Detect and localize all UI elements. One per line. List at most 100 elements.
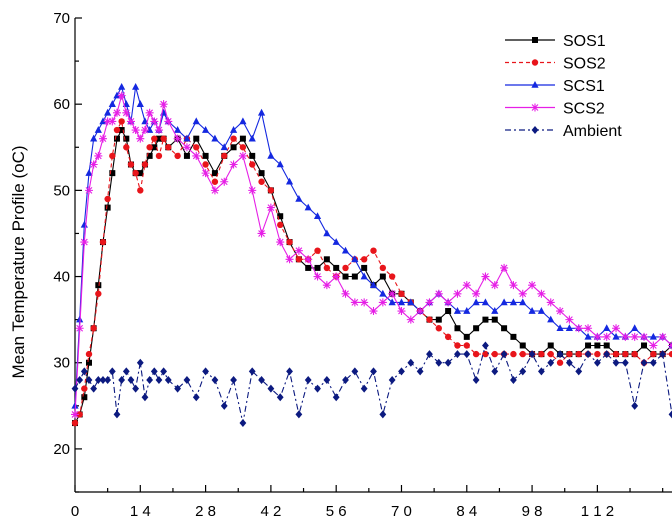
data-point: [94, 126, 102, 133]
data-point: [454, 342, 461, 349]
data-point: [295, 410, 303, 419]
data-point: [117, 91, 126, 100]
x-tick-label: 7 0: [391, 503, 412, 520]
data-point: [416, 307, 425, 316]
data-point: [211, 178, 219, 185]
data-point: [407, 358, 415, 367]
data-point: [519, 298, 527, 306]
data-point: [164, 117, 173, 126]
data-point: [435, 358, 443, 367]
data-point: [323, 256, 330, 263]
data-point: [201, 169, 210, 178]
data-point: [594, 350, 601, 358]
data-point: [556, 307, 565, 316]
data-point: [267, 384, 275, 393]
data-point: [90, 384, 98, 393]
data-point: [575, 350, 582, 358]
data-point: [71, 384, 79, 393]
data-point: [397, 298, 406, 306]
data-point: [565, 358, 573, 367]
data-point: [127, 161, 135, 168]
data-point: [81, 394, 88, 401]
data-point: [248, 186, 257, 195]
series-line-sos1: [74, 128, 672, 424]
data-point: [481, 272, 490, 281]
data-point: [388, 375, 396, 384]
y-tick-label: 40: [53, 269, 70, 286]
data-point: [95, 282, 102, 289]
data-point: [565, 315, 574, 324]
data-point: [80, 238, 89, 247]
data-point: [547, 315, 555, 323]
data-point: [547, 342, 554, 349]
data-point: [435, 325, 442, 332]
data-point: [220, 177, 229, 186]
data-point: [146, 375, 154, 384]
data-point: [398, 367, 405, 376]
data-point: [90, 134, 98, 142]
data-point: [370, 247, 377, 254]
data-point: [640, 358, 648, 367]
data-point: [76, 411, 83, 418]
data-point: [136, 358, 144, 367]
data-point: [71, 410, 79, 419]
data-point: [80, 220, 88, 228]
data-point: [108, 117, 117, 126]
data-point: [229, 160, 238, 169]
data-point: [154, 126, 163, 135]
data-point: [640, 332, 649, 341]
data-point: [379, 289, 387, 297]
data-point: [113, 135, 120, 142]
data-point: [519, 342, 526, 349]
data-point: [333, 264, 340, 271]
y-axis-label: Mean Temperature Profile (oC): [9, 145, 28, 378]
data-point: [407, 298, 415, 306]
x-tick-label: 2 8: [195, 503, 216, 520]
data-point: [159, 100, 168, 109]
data-point: [146, 144, 153, 151]
series-line-scs2: [74, 93, 672, 415]
data-point: [277, 213, 284, 220]
data-point: [332, 393, 340, 402]
data-point: [426, 350, 433, 359]
data-point: [538, 367, 545, 376]
data-point: [668, 410, 672, 419]
data-point: [249, 152, 256, 159]
data-point: [314, 264, 321, 271]
data-point: [500, 298, 508, 306]
data-point: [566, 350, 573, 358]
data-point: [351, 273, 358, 280]
data-point: [361, 264, 368, 271]
data-point: [603, 350, 611, 359]
data-point: [248, 367, 256, 376]
data-point: [104, 204, 111, 211]
data-point: [519, 367, 527, 376]
data-point: [547, 358, 555, 367]
data-point: [649, 332, 657, 340]
data-point: [173, 134, 182, 143]
data-point: [406, 315, 415, 324]
data-point: [641, 342, 648, 349]
data-point: [151, 135, 158, 142]
data-point: [510, 350, 517, 358]
data-point: [285, 177, 294, 185]
data-point: [221, 152, 228, 160]
data-point: [621, 358, 629, 367]
data-point: [305, 264, 312, 271]
data-point: [603, 324, 611, 332]
data-point: [379, 264, 387, 272]
data-point: [556, 324, 564, 332]
data-point: [388, 289, 397, 298]
data-point: [295, 194, 303, 202]
data-point: [131, 126, 140, 135]
data-point: [379, 410, 387, 419]
data-point: [528, 307, 536, 314]
data-point: [109, 152, 116, 160]
data-point: [258, 170, 265, 177]
data-point: [472, 298, 480, 306]
data-point: [132, 169, 139, 177]
data-point: [113, 91, 121, 99]
data-point: [155, 152, 163, 160]
data-point: [122, 367, 130, 376]
data-point: [211, 170, 218, 177]
